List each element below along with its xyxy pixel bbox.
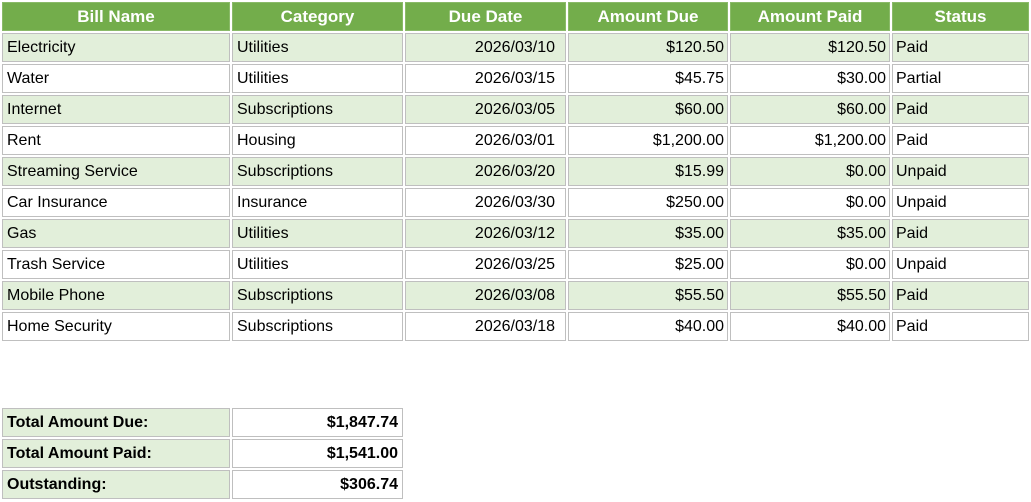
bill-row: Car Insurance Insurance 2026/03/30 $250.… [2, 188, 1029, 217]
cell-amount-due[interactable]: $40.00 [568, 312, 728, 341]
cell-amount-paid[interactable]: $0.00 [730, 157, 890, 186]
cell-status[interactable]: Paid [892, 33, 1029, 62]
cell-amount-due[interactable]: $60.00 [568, 95, 728, 124]
summary-row: Total Amount Paid: $1,541.00 [2, 439, 403, 468]
cell-amount-paid[interactable]: $30.00 [730, 64, 890, 93]
cell-category[interactable]: Utilities [232, 64, 403, 93]
cell-bill-name[interactable]: Mobile Phone [2, 281, 230, 310]
col-header-status[interactable]: Status [892, 2, 1029, 31]
cell-amount-due[interactable]: $35.00 [568, 219, 728, 248]
bill-row: Trash Service Utilities 2026/03/25 $25.0… [2, 250, 1029, 279]
bills-table: Bill Name Category Due Date Amount Due A… [2, 2, 1029, 341]
summary-table-body: Total Amount Due: $1,847.74 Total Amount… [2, 408, 403, 499]
summary-label[interactable]: Total Amount Due: [2, 408, 230, 437]
bill-row: Streaming Service Subscriptions 2026/03/… [2, 157, 1029, 186]
cell-amount-paid[interactable]: $120.50 [730, 33, 890, 62]
summary-row: Total Amount Due: $1,847.74 [2, 408, 403, 437]
cell-amount-due[interactable]: $1,200.00 [568, 126, 728, 155]
col-header-amount-due[interactable]: Amount Due [568, 2, 728, 31]
cell-bill-name[interactable]: Car Insurance [2, 188, 230, 217]
cell-bill-name[interactable]: Rent [2, 126, 230, 155]
cell-status[interactable]: Unpaid [892, 157, 1029, 186]
cell-status[interactable]: Unpaid [892, 188, 1029, 217]
cell-category[interactable]: Utilities [232, 219, 403, 248]
cell-bill-name[interactable]: Water [2, 64, 230, 93]
cell-category[interactable]: Subscriptions [232, 312, 403, 341]
cell-amount-paid[interactable]: $0.00 [730, 250, 890, 279]
cell-category[interactable]: Subscriptions [232, 281, 403, 310]
bill-row: Water Utilities 2026/03/15 $45.75 $30.00… [2, 64, 1029, 93]
cell-amount-due[interactable]: $15.99 [568, 157, 728, 186]
col-header-due-date[interactable]: Due Date [405, 2, 566, 31]
cell-amount-due[interactable]: $25.00 [568, 250, 728, 279]
cell-category[interactable]: Subscriptions [232, 95, 403, 124]
cell-category[interactable]: Utilities [232, 250, 403, 279]
summary-value[interactable]: $306.74 [232, 470, 403, 499]
cell-status[interactable]: Paid [892, 312, 1029, 341]
bills-table-body: Electricity Utilities 2026/03/10 $120.50… [2, 33, 1029, 341]
cell-amount-due[interactable]: $55.50 [568, 281, 728, 310]
bill-row: Home Security Subscriptions 2026/03/18 $… [2, 312, 1029, 341]
cell-amount-paid[interactable]: $1,200.00 [730, 126, 890, 155]
cell-bill-name[interactable]: Trash Service [2, 250, 230, 279]
summary-row: Outstanding: $306.74 [2, 470, 403, 499]
col-header-amount-paid[interactable]: Amount Paid [730, 2, 890, 31]
cell-status[interactable]: Paid [892, 95, 1029, 124]
cell-amount-due[interactable]: $250.00 [568, 188, 728, 217]
cell-amount-due[interactable]: $45.75 [568, 64, 728, 93]
cell-category[interactable]: Subscriptions [232, 157, 403, 186]
cell-bill-name[interactable]: Streaming Service [2, 157, 230, 186]
bill-row: Electricity Utilities 2026/03/10 $120.50… [2, 33, 1029, 62]
cell-due-date[interactable]: 2026/03/08 [405, 281, 566, 310]
summary-table: Total Amount Due: $1,847.74 Total Amount… [0, 406, 405, 501]
cell-amount-paid[interactable]: $0.00 [730, 188, 890, 217]
cell-due-date[interactable]: 2026/03/18 [405, 312, 566, 341]
cell-status[interactable]: Partial [892, 64, 1029, 93]
cell-due-date[interactable]: 2026/03/05 [405, 95, 566, 124]
header-row: Bill Name Category Due Date Amount Due A… [2, 2, 1029, 31]
cell-amount-paid[interactable]: $35.00 [730, 219, 890, 248]
cell-status[interactable]: Paid [892, 219, 1029, 248]
cell-due-date[interactable]: 2026/03/10 [405, 33, 566, 62]
summary-label[interactable]: Total Amount Paid: [2, 439, 230, 468]
cell-status[interactable]: Unpaid [892, 250, 1029, 279]
cell-amount-paid[interactable]: $40.00 [730, 312, 890, 341]
bill-row: Mobile Phone Subscriptions 2026/03/08 $5… [2, 281, 1029, 310]
summary-label[interactable]: Outstanding: [2, 470, 230, 499]
bill-row: Internet Subscriptions 2026/03/05 $60.00… [2, 95, 1029, 124]
cell-category[interactable]: Insurance [232, 188, 403, 217]
cell-amount-paid[interactable]: $60.00 [730, 95, 890, 124]
summary-value[interactable]: $1,541.00 [232, 439, 403, 468]
cell-bill-name[interactable]: Internet [2, 95, 230, 124]
col-header-bill-name[interactable]: Bill Name [2, 2, 230, 31]
cell-status[interactable]: Paid [892, 281, 1029, 310]
cell-due-date[interactable]: 2026/03/12 [405, 219, 566, 248]
col-header-category[interactable]: Category [232, 2, 403, 31]
cell-amount-paid[interactable]: $55.50 [730, 281, 890, 310]
cell-category[interactable]: Utilities [232, 33, 403, 62]
cell-due-date[interactable]: 2026/03/15 [405, 64, 566, 93]
cell-bill-name[interactable]: Home Security [2, 312, 230, 341]
cell-bill-name[interactable]: Electricity [2, 33, 230, 62]
cell-due-date[interactable]: 2026/03/25 [405, 250, 566, 279]
cell-status[interactable]: Paid [892, 126, 1029, 155]
cell-category[interactable]: Housing [232, 126, 403, 155]
cell-amount-due[interactable]: $120.50 [568, 33, 728, 62]
cell-due-date[interactable]: 2026/03/01 [405, 126, 566, 155]
summary-value[interactable]: $1,847.74 [232, 408, 403, 437]
cell-bill-name[interactable]: Gas [2, 219, 230, 248]
bill-row: Gas Utilities 2026/03/12 $35.00 $35.00 P… [2, 219, 1029, 248]
cell-due-date[interactable]: 2026/03/30 [405, 188, 566, 217]
bill-row: Rent Housing 2026/03/01 $1,200.00 $1,200… [2, 126, 1029, 155]
cell-due-date[interactable]: 2026/03/20 [405, 157, 566, 186]
